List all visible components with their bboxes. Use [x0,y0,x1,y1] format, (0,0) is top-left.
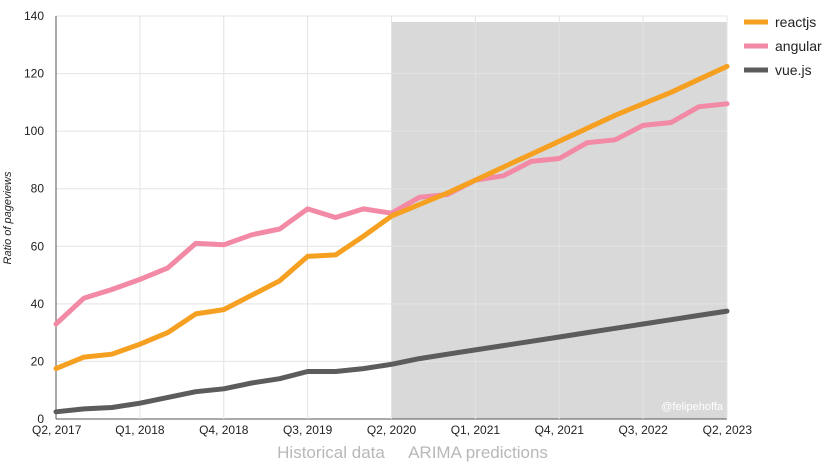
y-axis-label: Ratio of pageviews [2,171,14,264]
watermark: @felipehoffa [661,401,724,413]
series-line-vue-js [53,308,730,415]
legend-label-reactjs: reactjs [775,14,816,30]
arima-predictions-label: ARIMA predictions [408,443,548,462]
x-tick-label: Q4, 2018 [199,423,249,437]
y-tick-label: 120 [24,67,44,81]
series-line-reactjs [53,63,730,372]
x-tick-label: Q3, 2022 [618,423,668,437]
x-tick-label: Q3, 2019 [283,423,333,437]
x-tick-label: Q1, 2021 [451,423,501,437]
x-tick-label: Q1, 2018 [115,423,165,437]
x-tick-label: Q2, 2017 [32,423,82,437]
y-tick-label: 0 [37,412,44,426]
series-line-angular [53,101,730,327]
y-tick-label: 140 [24,9,44,23]
y-tick-label: 80 [31,182,45,196]
historical-data-label: Historical data [277,443,385,462]
y-tick-label: 20 [31,354,45,368]
x-tick-label: Q4, 2021 [535,423,585,437]
legend-label-angular: angular [775,38,822,54]
y-tick-label: 100 [24,124,44,138]
x-tick-label: Q2, 2020 [367,423,417,437]
y-tick-label: 40 [31,297,45,311]
x-tick-label: Q2, 2023 [703,423,753,437]
legend-label-vue-js: vue.js [775,62,812,78]
y-tick-label: 60 [31,239,45,253]
